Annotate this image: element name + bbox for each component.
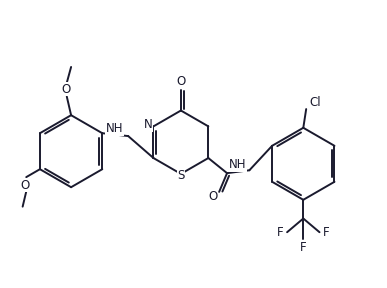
Text: S: S xyxy=(177,169,185,182)
Text: NH: NH xyxy=(106,122,123,135)
Text: F: F xyxy=(300,241,307,254)
Text: F: F xyxy=(323,226,329,239)
Text: O: O xyxy=(176,75,185,88)
Text: NH: NH xyxy=(229,158,247,171)
Text: O: O xyxy=(62,83,71,96)
Text: O: O xyxy=(208,190,217,203)
Text: F: F xyxy=(277,226,284,239)
Text: Cl: Cl xyxy=(309,96,321,109)
Text: O: O xyxy=(20,179,29,192)
Text: N: N xyxy=(144,118,153,131)
